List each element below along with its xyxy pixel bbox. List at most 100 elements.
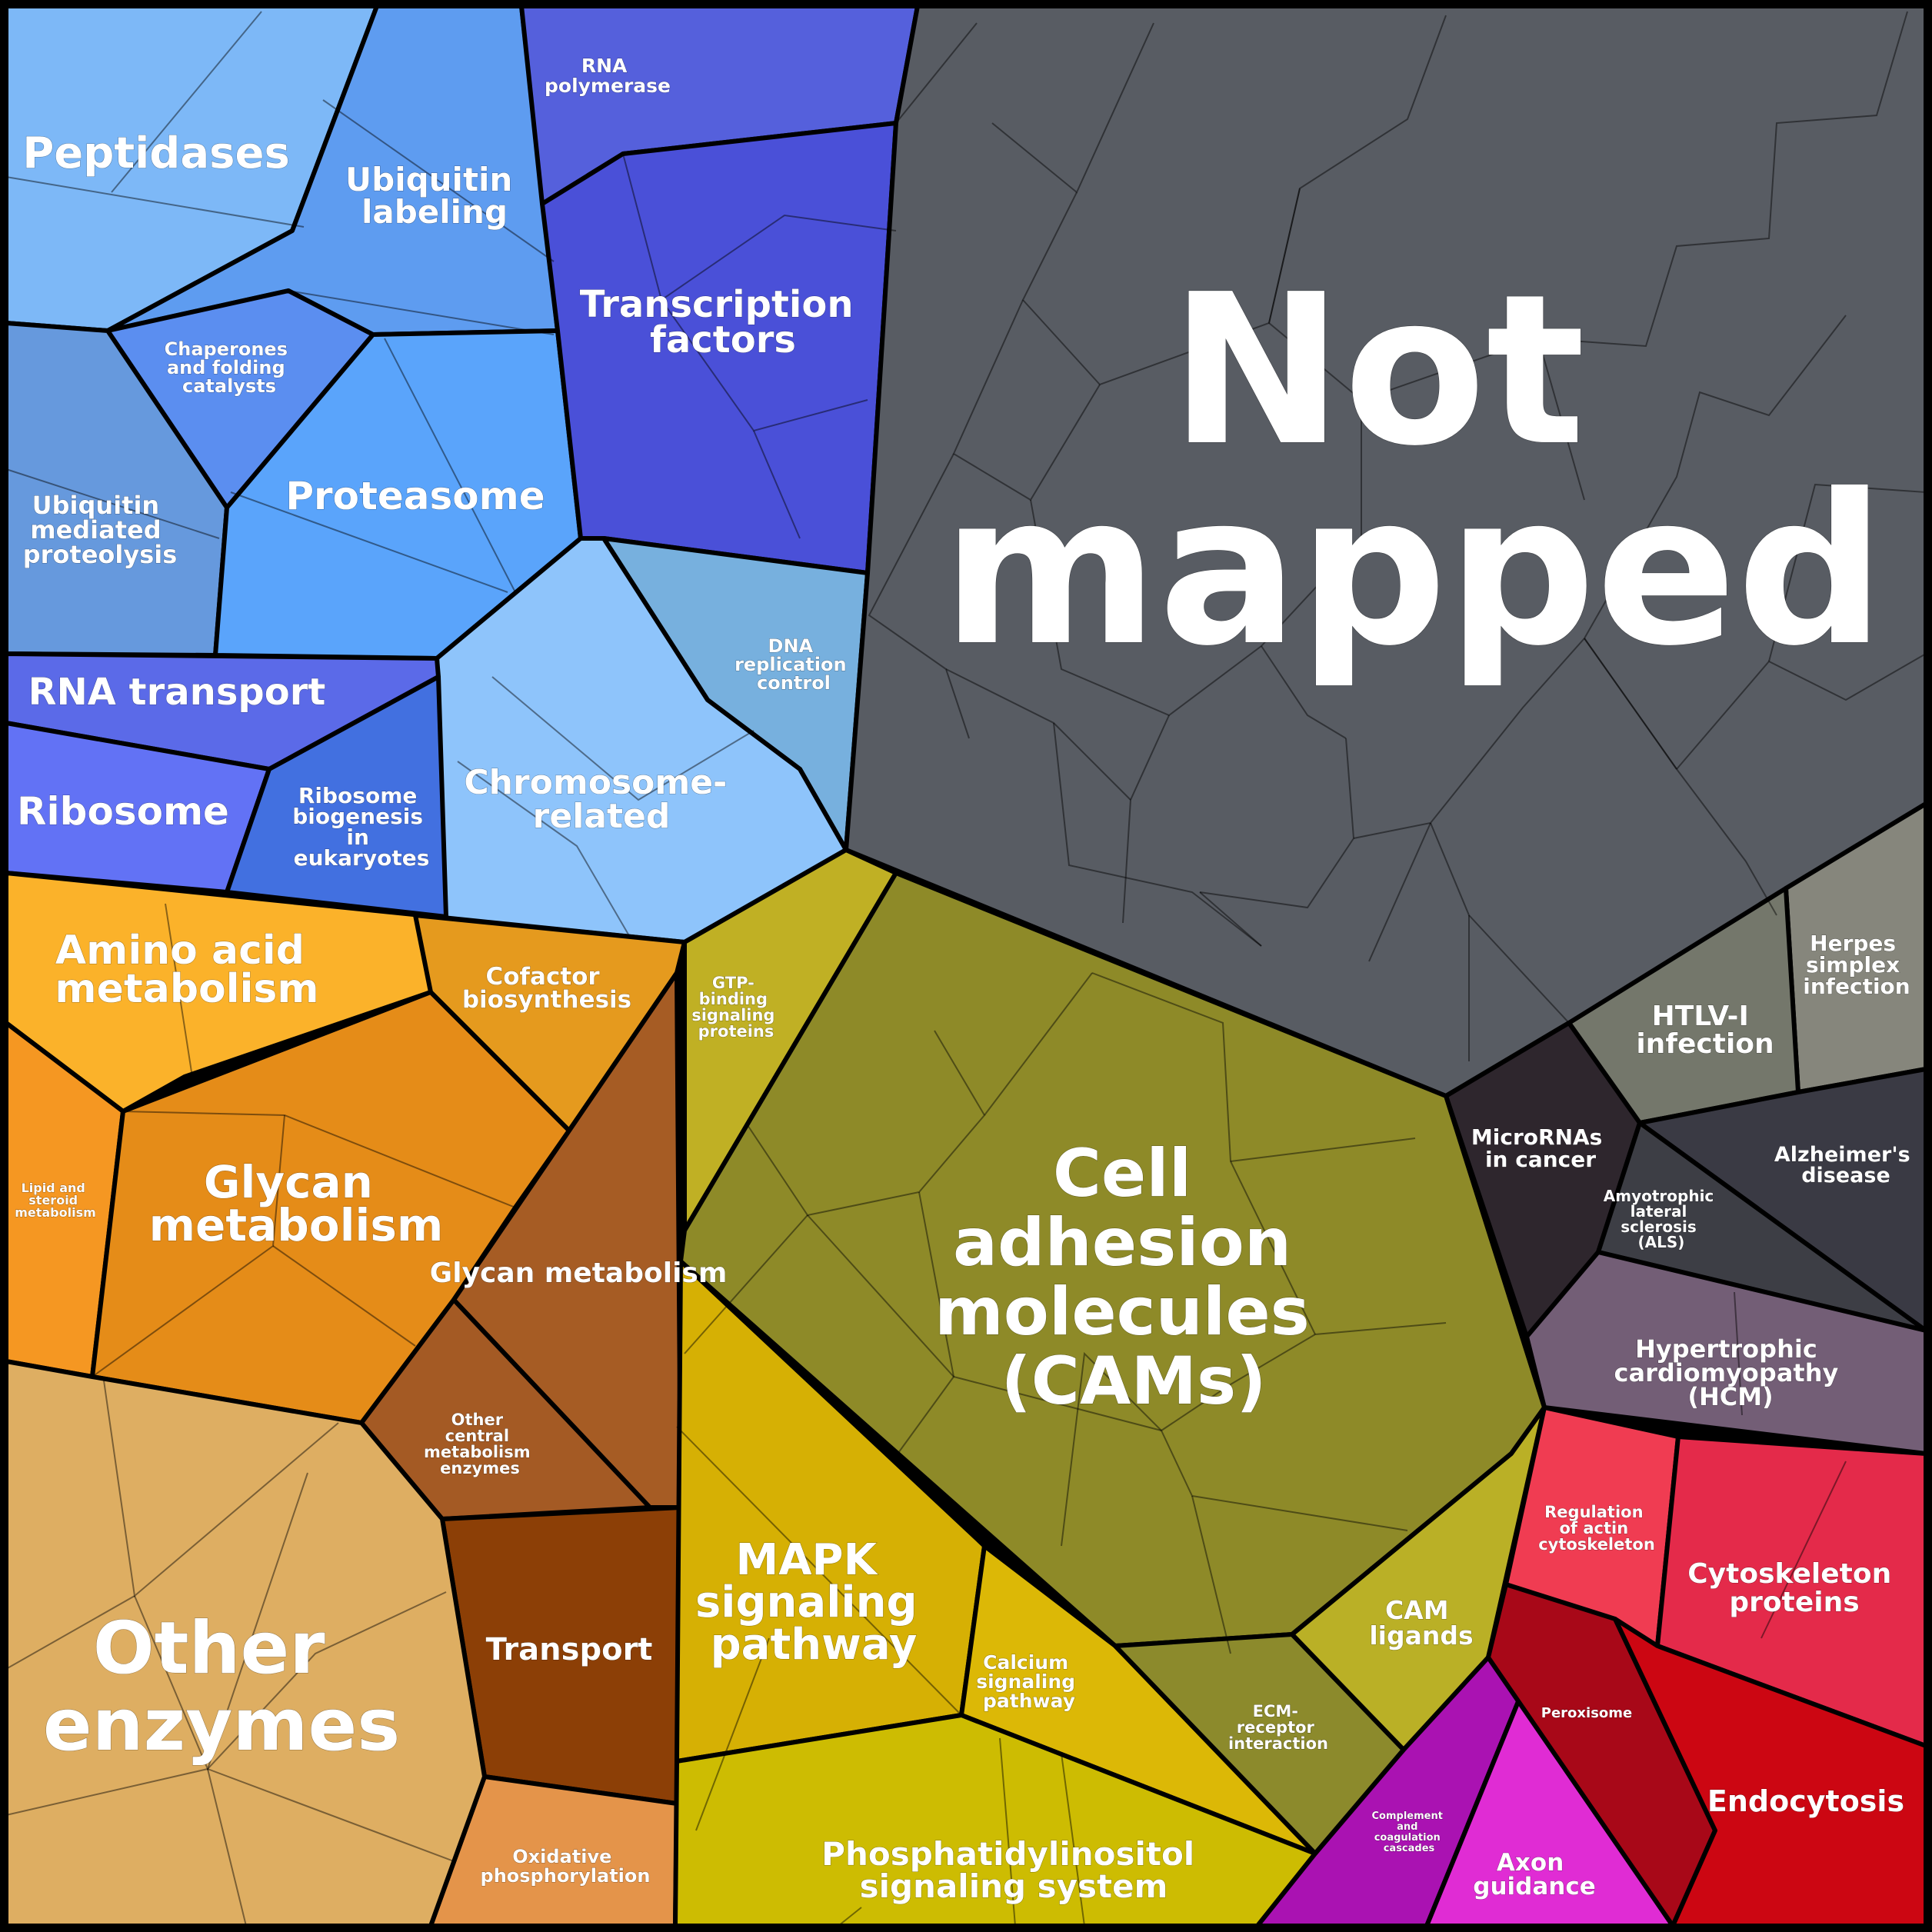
label-ubiquitin-labeling: Ubiquitin labeling — [345, 161, 524, 231]
label-cofactor: Cofactor biosynthesis — [462, 963, 631, 1014]
label-rna-polymerase: RNA polymerase — [545, 55, 671, 97]
label-other-enzymes-line-1: Other — [93, 1607, 326, 1690]
label-not-mapped: Not mapped — [942, 249, 1885, 691]
label-rb-line-1: Ribosome — [298, 783, 418, 808]
label-mapk-line-2: signaling — [695, 1577, 918, 1627]
label-oc-line-1: Other — [451, 1411, 504, 1429]
label-ra-line-3: cytoskeleton — [1538, 1535, 1655, 1554]
label-rb-line-4: eukaryotes — [294, 845, 430, 871]
label-oc-line-2: central — [445, 1427, 509, 1445]
label-rb-line-3: in — [346, 824, 369, 850]
label-phosphatidylinositol: Phosphatidylinositol signaling system — [821, 1835, 1206, 1905]
label-hcm-line-1: Hypertrophic — [1635, 1334, 1817, 1364]
label-tf-line-2: factors — [650, 318, 796, 361]
label-herpes-line-2: simplex — [1806, 952, 1900, 978]
label-drc-line-1: DNA — [768, 635, 814, 657]
label-ra-line-1: Regulation — [1544, 1503, 1643, 1521]
label-calcium-line-2: signaling — [976, 1671, 1075, 1693]
label-ecm-line-2: receptor — [1237, 1718, 1315, 1737]
label-ribosome: Ribosome — [17, 789, 229, 834]
label-als-line-4: (ALS) — [1638, 1233, 1685, 1251]
label-ubiquitin-labeling-line-2: labeling — [361, 193, 508, 231]
label-ecm-line-3: interaction — [1228, 1734, 1328, 1753]
label-htlv-line-2: infection — [1636, 1028, 1774, 1060]
label-axon-line-1: Axon — [1497, 1849, 1564, 1877]
label-alzheimers: Alzheimer's disease — [1774, 1143, 1917, 1188]
label-htlv-line-1: HTLV-I — [1652, 1001, 1749, 1032]
label-hcm-line-3: (HCM) — [1687, 1382, 1773, 1411]
label-cytoskeleton-line-2: proteins — [1729, 1587, 1859, 1618]
label-complement-line-1: Complement — [1372, 1810, 1443, 1822]
label-lipid-line-2: steroid — [28, 1193, 78, 1208]
label-oxidative-line-2: phosphorylation — [481, 1865, 651, 1887]
label-herpes-line-1: Herpes — [1810, 931, 1896, 956]
label-ecm-line-1: ECM- — [1253, 1702, 1298, 1720]
label-complement-line-2: and — [1397, 1821, 1417, 1833]
label-tf-line-1: Transcription — [580, 283, 854, 326]
label-proteasome: Proteasome — [285, 474, 545, 518]
label-cam-ligands-line-2: ligands — [1369, 1621, 1473, 1651]
label-chromosome-related: Chromosome- related — [464, 763, 738, 836]
label-dna-replication-control: DNA replication control — [734, 635, 853, 694]
label-chaperones-line-1: Chaperones — [165, 338, 288, 360]
label-als-line-1: Amyotrophic — [1604, 1187, 1714, 1205]
label-lipid-line-1: Lipid and — [22, 1181, 85, 1195]
label-oc-line-4: enzymes — [440, 1459, 520, 1477]
label-chaperones: Chaperones and folding catalysts — [165, 338, 295, 397]
label-ra-line-2: of actin — [1560, 1519, 1629, 1537]
label-glycan-line-1: Glycan — [204, 1156, 373, 1208]
label-peptidases: Peptidases — [22, 128, 290, 178]
label-complement: Complement and coagulation cascades — [1372, 1810, 1447, 1854]
label-ecm: ECM- receptor interaction — [1228, 1702, 1328, 1753]
label-transport: Transport — [486, 1632, 653, 1667]
label-endocytosis: Endocytosis — [1707, 1784, 1904, 1818]
label-ump-line-1: Ubiquitin — [32, 491, 160, 520]
label-cam-ligands-line-1: CAM — [1385, 1595, 1449, 1625]
label-alzheimers-line-1: Alzheimer's — [1774, 1143, 1910, 1167]
label-als: Amyotrophic lateral sclerosis (ALS) — [1604, 1187, 1720, 1251]
label-pi-line-2: signaling system — [860, 1867, 1168, 1905]
label-mapk-line-1: MAPK — [735, 1535, 878, 1585]
label-complement-line-3: coagulation — [1374, 1832, 1441, 1844]
label-chaperones-line-3: catalysts — [182, 375, 276, 397]
label-lipid: Lipid and steroid metabolism — [15, 1181, 96, 1220]
label-rna-transport: RNA transport — [28, 671, 326, 714]
label-lipid-line-3: metabolism — [15, 1205, 96, 1220]
label-herpes: Herpes simplex infection — [1803, 931, 1910, 999]
label-ubiquitin-mediated-proteolysis: Ubiquitin mediated proteolysis — [23, 491, 178, 569]
label-cams-line-4: (CAMs) — [1001, 1343, 1266, 1420]
label-gtp-line-4: proteins — [698, 1022, 774, 1041]
label-drc-line-2: replication — [734, 654, 846, 675]
label-complement-line-4: cascades — [1384, 1843, 1435, 1854]
label-other-enzymes-line-2: enzymes — [43, 1684, 400, 1767]
label-als-line-2: lateral — [1631, 1202, 1687, 1221]
label-other-enzymes: Other enzymes — [43, 1607, 400, 1767]
label-ribosome-biogenesis: Ribosome biogenesis in eukaryotes — [292, 783, 431, 871]
label-mapk-line-3: pathway — [711, 1620, 918, 1670]
label-axon-line-2: guidance — [1473, 1873, 1595, 1900]
label-calcium-line-3: pathway — [983, 1690, 1075, 1712]
label-rb-line-2: biogenesis — [292, 804, 423, 829]
label-gtp-binding: GTP- binding signaling proteins — [691, 974, 781, 1041]
label-gtp-line-2: binding — [699, 990, 768, 1008]
label-amino-acid: Amino acid metabolism — [55, 928, 318, 1012]
label-gtp-line-3: signaling — [691, 1006, 774, 1024]
label-chromosome-line-1: Chromosome- — [464, 763, 727, 802]
label-oc-line-3: metabolism — [424, 1443, 531, 1461]
labels: Peptidases Ubiquitin labeling Chaperones… — [15, 55, 1917, 1906]
label-herpes-line-3: infection — [1803, 974, 1910, 999]
label-cams-line-2: adhesion — [953, 1204, 1291, 1281]
label-cytoskeleton-line-1: Cytoskeleton — [1687, 1558, 1891, 1590]
label-hcm-line-2: cardiomyopathy — [1614, 1358, 1839, 1387]
label-chromosome-line-2: related — [533, 797, 671, 836]
label-hcm: Hypertrophic cardiomyopathy (HCM) — [1614, 1334, 1847, 1411]
label-rna-polymerase-line-1: RNA — [581, 55, 628, 77]
label-amino-line-2: metabolism — [55, 966, 318, 1012]
label-glycan-line-2: metabolism — [149, 1199, 444, 1251]
label-rna-polymerase-line-2: polymerase — [545, 75, 671, 97]
label-amino-line-1: Amino acid — [55, 928, 305, 974]
label-glycolysis: Glycan metabolism — [430, 1257, 728, 1289]
label-other-central: Other central metabolism enzymes — [424, 1411, 536, 1477]
label-glycan: Glycan metabolism — [149, 1156, 444, 1251]
